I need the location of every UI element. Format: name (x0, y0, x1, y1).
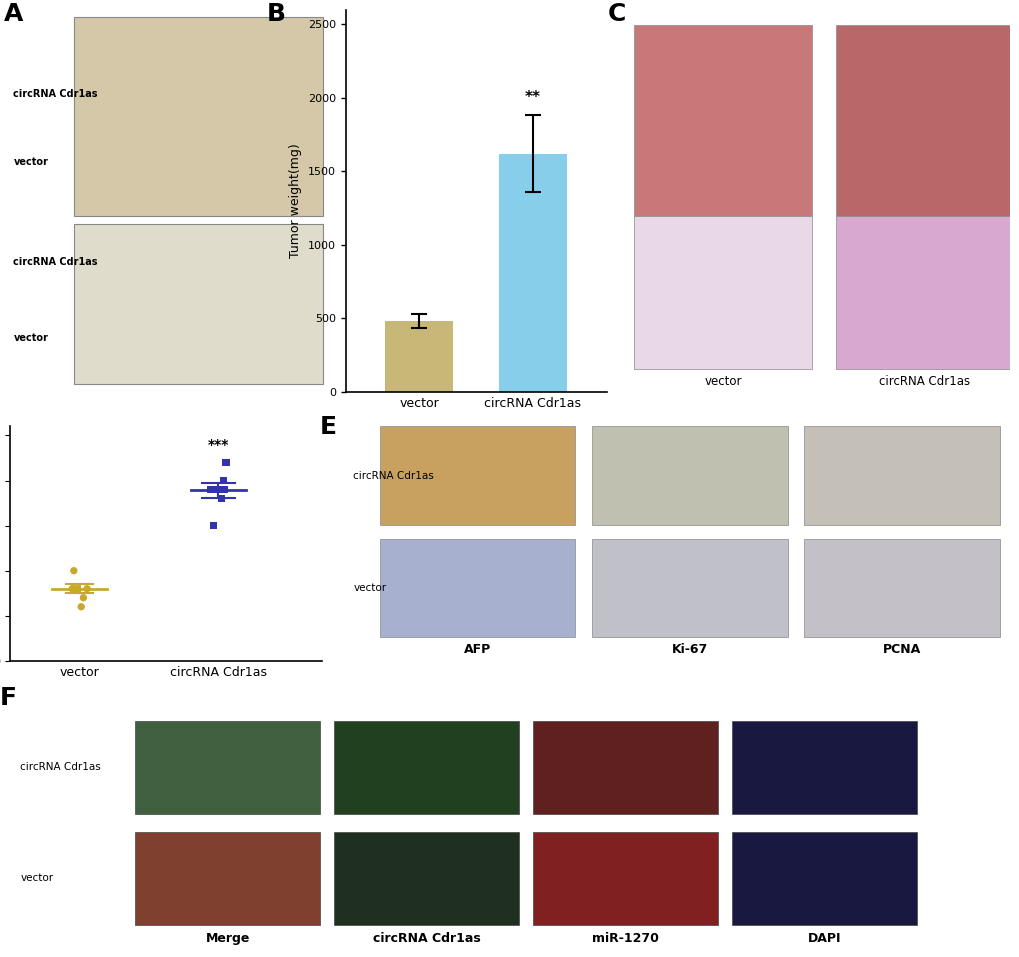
Text: vector: vector (13, 157, 48, 167)
Text: E: E (320, 414, 337, 438)
Point (202, 482, 218, 498)
Text: vector: vector (353, 583, 386, 593)
FancyBboxPatch shape (334, 721, 519, 814)
FancyBboxPatch shape (74, 17, 323, 216)
Text: miR-1270: miR-1270 (591, 932, 658, 945)
Text: Ki-67: Ki-67 (672, 643, 707, 657)
Text: C: C (606, 2, 625, 26)
Text: circRNA Cdr1as: circRNA Cdr1as (372, 932, 480, 945)
Text: circRNA Cdr1as: circRNA Cdr1as (353, 471, 434, 480)
FancyBboxPatch shape (135, 832, 320, 924)
FancyBboxPatch shape (533, 721, 717, 814)
Point (205, 482, 221, 498)
Point (205, 518, 221, 533)
Text: Merge: Merge (205, 932, 250, 945)
FancyBboxPatch shape (533, 832, 717, 924)
Point (73, 599, 90, 614)
Text: AFP: AFP (464, 643, 491, 657)
FancyBboxPatch shape (803, 427, 999, 524)
Point (212, 482, 228, 498)
Point (65, 563, 82, 578)
FancyBboxPatch shape (135, 721, 320, 814)
Text: A: A (4, 2, 23, 26)
Text: vector: vector (13, 333, 48, 344)
Text: vector: vector (20, 873, 53, 883)
FancyBboxPatch shape (591, 427, 787, 524)
FancyBboxPatch shape (634, 216, 812, 368)
FancyBboxPatch shape (835, 25, 1013, 216)
Bar (385, 322, 453, 391)
Text: F: F (0, 685, 17, 709)
Text: ***: *** (207, 437, 228, 452)
FancyBboxPatch shape (334, 832, 519, 924)
Text: circRNA Cdr1as: circRNA Cdr1as (13, 89, 98, 99)
FancyBboxPatch shape (379, 539, 575, 637)
Text: DAPI: DAPI (807, 932, 841, 945)
FancyBboxPatch shape (732, 832, 916, 924)
Point (216, 482, 232, 498)
FancyBboxPatch shape (732, 721, 916, 814)
Bar (498, 153, 567, 391)
Point (75, 590, 92, 606)
FancyBboxPatch shape (835, 216, 1013, 368)
Point (69, 581, 86, 596)
Point (78, 581, 95, 596)
Point (65, 581, 82, 596)
Text: B: B (267, 2, 286, 26)
FancyBboxPatch shape (634, 25, 812, 216)
Point (215, 473, 231, 488)
Text: circRNA Cdr1as: circRNA Cdr1as (20, 763, 101, 772)
Text: **: ** (525, 90, 540, 105)
FancyBboxPatch shape (74, 224, 323, 384)
Point (213, 491, 229, 506)
FancyBboxPatch shape (591, 539, 787, 637)
Text: vector: vector (704, 375, 742, 388)
FancyBboxPatch shape (803, 539, 999, 637)
FancyBboxPatch shape (379, 427, 575, 524)
Text: circRNA Cdr1as: circRNA Cdr1as (13, 256, 98, 267)
Text: PCNA: PCNA (882, 643, 920, 657)
Point (218, 455, 234, 470)
Point (64, 581, 81, 596)
Y-axis label: Tumor weight(mg): Tumor weight(mg) (288, 144, 302, 258)
Text: circRNA Cdr1as: circRNA Cdr1as (878, 375, 969, 388)
